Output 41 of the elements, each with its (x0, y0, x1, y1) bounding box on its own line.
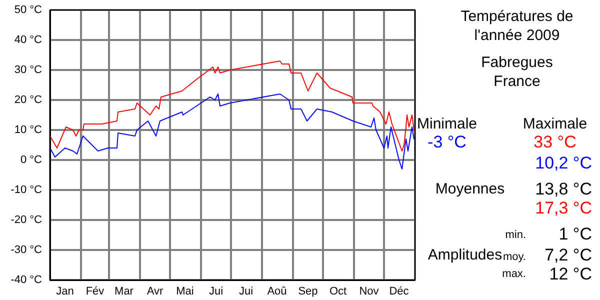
y-tick-label: -30 °C (10, 244, 42, 256)
text: Fabregues France (481, 54, 553, 90)
y-tick-label: 40 °C (14, 34, 42, 46)
text: Températures de l'année 2009 (460, 8, 574, 44)
x-tick-label: Jan (56, 286, 74, 298)
y-tick-label: 10 °C (14, 124, 42, 136)
text: 1 °C (558, 224, 592, 244)
line-series (50, 60, 414, 152)
x-tick-label: Jui (238, 286, 254, 298)
text: Minimale (416, 116, 478, 132)
x-tick-label: Avr (146, 286, 164, 298)
x-tick-label: Déc (389, 286, 410, 298)
y-tick-label: 0 °C (20, 154, 42, 166)
x-tick-label: Aoû (267, 286, 287, 298)
y-tick-label: 50 °C (14, 4, 42, 16)
y-tick-label: -10 °C (10, 184, 42, 196)
text: -3 °C (428, 132, 466, 152)
y-tick-label: -40 °C (10, 274, 42, 286)
line-series (50, 94, 414, 170)
text: Moyennes (435, 180, 505, 198)
x-tick-label: Mar (114, 286, 134, 298)
text: min. (505, 229, 526, 241)
text: 13,8 °C (535, 180, 592, 198)
text: 7,2 °C (544, 246, 592, 264)
text: 17,3 °C (535, 198, 592, 218)
text: moy. (502, 251, 526, 263)
x-tick-label: Fév (86, 286, 105, 298)
x-tick-label: Sep (298, 286, 318, 298)
y-tick-label: 20 °C (14, 94, 42, 106)
text: Amplitudes (428, 246, 502, 264)
text: 33 °C (534, 132, 576, 152)
text: max. (502, 268, 526, 280)
x-tick-label: Nov (359, 286, 380, 298)
x-tick-label: Oct (329, 286, 347, 298)
y-tick-label: -20 °C (10, 214, 42, 226)
text: Maximale (522, 116, 588, 132)
x-tick-label: Jui (208, 286, 224, 298)
x-tick-label: Mai (176, 286, 194, 298)
y-tick-label: 30 °C (14, 64, 42, 76)
text: 10,2 °C (535, 154, 592, 172)
text: 12 °C (549, 264, 592, 284)
